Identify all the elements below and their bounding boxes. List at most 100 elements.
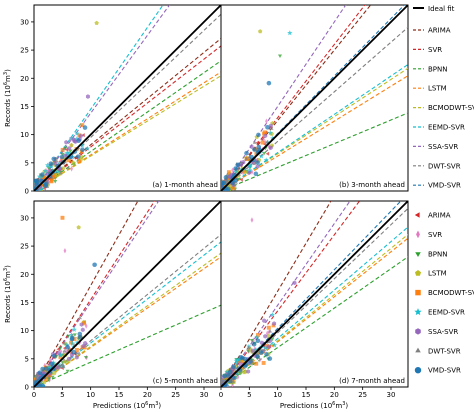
scatter-point: [260, 140, 265, 145]
scatter-point: [231, 186, 236, 191]
scatter-point: [52, 370, 57, 375]
scatter-point: [64, 139, 69, 145]
scatter-point: [255, 160, 260, 165]
scatter-point: [80, 327, 85, 333]
scatter-point: [49, 361, 55, 367]
fit-line: [34, 60, 221, 191]
panel-c-ideal-fit-line: [34, 201, 221, 387]
scatter-point: [258, 350, 264, 355]
legend-fit-line-label: BPNN: [428, 65, 448, 73]
legend-marker-label: ARIMA: [428, 212, 451, 220]
scatter-point: [59, 154, 65, 160]
scatter-point: [247, 170, 251, 176]
scatter-point: [262, 318, 267, 323]
scatter-point: [235, 162, 241, 168]
fit-line: [221, 201, 351, 387]
scatter-point: [58, 171, 63, 175]
scatter-point: [254, 361, 259, 366]
legend-marker: [415, 289, 421, 296]
scatter-point: [69, 142, 74, 147]
y-tick-label: 0: [25, 384, 29, 392]
scatter-point: [49, 178, 54, 183]
scatter-point: [74, 355, 79, 360]
scatter-point: [239, 359, 244, 363]
scatter-point: [47, 374, 52, 379]
scatter-point: [252, 147, 257, 152]
scatter-point: [60, 215, 65, 220]
scatter-point: [82, 125, 88, 130]
scatter-point: [287, 30, 293, 36]
y-tick-label: 15: [20, 103, 29, 111]
scatter-point: [62, 341, 67, 345]
scatter-point: [226, 170, 231, 175]
scatter-point: [48, 357, 52, 364]
x-tick-label: 10: [273, 391, 282, 399]
scatter-point: [37, 370, 43, 376]
x-axis-label-right: Predictions (106m3): [280, 401, 349, 410]
scatter-point: [246, 345, 251, 350]
scatter-point: [51, 353, 57, 359]
panel-b-ideal-fit-line: [221, 5, 408, 191]
scatter-point: [221, 379, 224, 383]
scatter-point: [60, 152, 65, 157]
fit-line: [221, 5, 347, 191]
scatter-point: [240, 365, 245, 370]
scatter-point: [59, 348, 63, 355]
panel-d: 0 5 10 15 20 25 30 (d) 7-month ahead: [219, 200, 409, 399]
fit-line: [221, 5, 366, 191]
scatter-point: [249, 339, 254, 343]
scatter-point: [266, 333, 271, 338]
scatter-point: [62, 348, 67, 353]
fit-line: [221, 67, 408, 191]
y-tick-label: 5: [25, 355, 29, 363]
scatter-point: [269, 312, 276, 318]
scatter-point: [223, 175, 229, 180]
scatter-point: [50, 375, 55, 380]
scatter-point: [225, 373, 231, 378]
scatter-point: [231, 167, 234, 174]
panel-c-label: (c) 5-month ahead: [153, 377, 218, 385]
scatter-point: [58, 355, 63, 360]
scatter-point: [66, 356, 71, 362]
scatter-point: [233, 166, 238, 171]
scatter-point: [80, 123, 85, 128]
legend-fit-line-label: LSTM: [428, 85, 447, 93]
scatter-point: [250, 348, 255, 354]
y-tick-label: 30: [20, 214, 29, 222]
scatter-point: [69, 340, 76, 346]
scatter-point: [259, 340, 264, 346]
scatter-point: [261, 361, 266, 365]
scatter-point: [76, 138, 82, 143]
scatter-point: [250, 169, 254, 175]
scatter-point: [77, 351, 82, 355]
scatter-point: [263, 133, 268, 139]
scatter-point: [38, 185, 45, 191]
scatter-point: [230, 378, 235, 382]
y-axis-label-top: Records (106m3): [3, 69, 12, 127]
legend-marker-label: VMD-SVR: [428, 367, 461, 375]
scatter-point: [244, 156, 249, 161]
x-tick-label: 10: [86, 391, 95, 399]
panel-a-label: (a) 1-month ahead: [152, 181, 218, 189]
scatter-point: [224, 179, 229, 183]
x-tick-label: 0: [32, 391, 36, 399]
scatter-point: [74, 130, 80, 136]
scatter-point: [242, 356, 248, 362]
scatter-point: [263, 157, 269, 163]
y-tick-label: 15: [20, 299, 29, 307]
y-tick-label: 10: [20, 327, 29, 335]
scatter-point: [58, 346, 63, 351]
scatter-point: [74, 348, 79, 352]
legend-marker-label: SSA-SVR: [428, 328, 458, 336]
legend-marker-label: DWT-SVR: [428, 347, 461, 355]
panel-c-yticks: 0 5 10 15 20 25 30: [20, 214, 34, 392]
panel-d-label: (d) 7-month ahead: [339, 377, 405, 385]
scatter-point: [232, 367, 237, 372]
scatter-point: [238, 354, 244, 360]
y-tick-label: 25: [20, 243, 29, 251]
scatter-point: [63, 153, 68, 158]
panel-a-ideal-fit-line: [34, 5, 221, 191]
scatter-point: [85, 94, 90, 99]
fit-line: [34, 75, 221, 191]
scatter-point: [241, 369, 247, 375]
